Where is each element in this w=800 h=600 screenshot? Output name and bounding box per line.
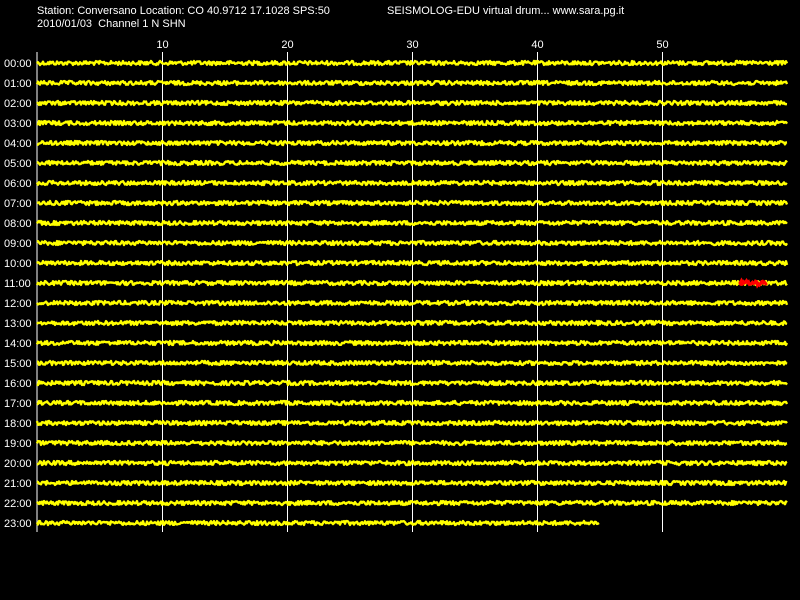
hour-label: 19:00	[4, 438, 32, 450]
trace-1800	[35, 419, 788, 427]
hour-label: 03:00	[4, 118, 32, 130]
trace-0800	[36, 219, 788, 227]
x-tick-label: 30	[406, 39, 418, 51]
trace-0100	[35, 79, 789, 87]
hour-label: 10:00	[4, 258, 32, 270]
event-start-dot	[738, 280, 745, 286]
axis-labels: 10 20 30 40 50 00:00 01:00 02:00 03:00 04:00 05:00…	[4, 39, 669, 530]
trace-0400	[36, 139, 788, 147]
x-tick-label: 20	[281, 39, 293, 51]
trace-0300	[36, 119, 789, 127]
trace-1300	[36, 319, 788, 327]
trace-1400	[35, 339, 789, 347]
hour-label: 12:00	[4, 298, 32, 310]
trace-1000	[36, 259, 789, 267]
hour-label: 00:00	[4, 58, 32, 70]
trace-1200	[35, 299, 789, 307]
trace-0700	[36, 199, 789, 207]
date-channel-info: 2010/01/03 Channel 1 N SHN	[37, 18, 186, 30]
hour-label: 07:00	[4, 198, 32, 210]
trace-0000	[36, 59, 789, 67]
hour-label: 02:00	[4, 98, 32, 110]
trace-lines	[35, 59, 789, 527]
hour-label: 13:00	[4, 318, 32, 330]
hour-label: 21:00	[4, 478, 32, 490]
hour-label: 14:00	[4, 338, 32, 350]
trace-0500	[36, 159, 788, 167]
trace-2100	[36, 479, 788, 487]
trace-1500	[36, 359, 788, 367]
x-tick-label: 10	[156, 39, 168, 51]
hour-label: 22:00	[4, 498, 32, 510]
app-title: SEISMOLOG-EDU virtual drum... www.sara.p…	[387, 5, 625, 17]
trace-1100	[35, 279, 788, 287]
hour-label: 20:00	[4, 458, 32, 470]
hour-label: 15:00	[4, 358, 32, 370]
hour-label: 06:00	[4, 178, 32, 190]
trace-0900	[36, 239, 789, 247]
hour-label: 09:00	[4, 238, 32, 250]
trace-0600	[35, 179, 788, 187]
trace-0200	[36, 99, 788, 107]
hour-label: 18:00	[4, 418, 32, 430]
x-tick-label: 40	[531, 39, 543, 51]
hour-label: 01:00	[4, 78, 32, 90]
hour-label: 23:00	[4, 518, 32, 530]
grid-lines	[36, 52, 663, 532]
hour-label: 05:00	[4, 158, 32, 170]
trace-1900	[35, 439, 788, 447]
trace-2300	[35, 519, 600, 527]
hour-label: 17:00	[4, 398, 32, 410]
hour-label: 16:00	[4, 378, 32, 390]
trace-2200	[36, 499, 788, 507]
hour-label: 04:00	[4, 138, 32, 150]
trace-2000	[36, 459, 788, 467]
station-info: Station: Conversano Location: CO 40.9712…	[37, 5, 330, 17]
x-tick-label: 50	[656, 39, 668, 51]
hour-label: 11:00	[4, 278, 31, 290]
trace-1600	[36, 379, 788, 387]
hour-label: 08:00	[4, 218, 32, 230]
trace-1700	[36, 399, 789, 407]
